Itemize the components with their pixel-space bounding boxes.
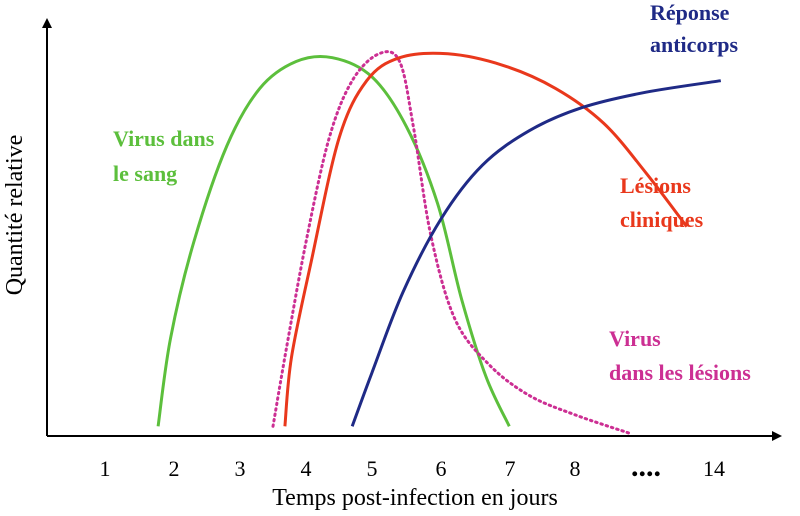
series-line-virus-sang bbox=[156, 54, 511, 427]
series-line-lesions-cliniques bbox=[283, 51, 688, 427]
series-label-lesions-cliniques-1: Lésions bbox=[620, 173, 691, 198]
x-tick-8: 8 bbox=[570, 456, 581, 481]
series-label-virus-lesions-1: Virus bbox=[609, 326, 661, 351]
series-label-virus-sang-1: Virus dans bbox=[113, 126, 215, 151]
x-tick-1: 1 bbox=[100, 456, 111, 481]
series-label-reponse-anticorps-1: Réponse bbox=[650, 0, 730, 25]
x-tick-2: 2 bbox=[169, 456, 180, 481]
x-tick-5: 5 bbox=[367, 456, 378, 481]
x-tick-7: 7 bbox=[505, 456, 516, 481]
x-tick-3: 3 bbox=[235, 456, 246, 481]
x-tick-6: 6 bbox=[436, 456, 447, 481]
y-axis-label: Quantité relative bbox=[2, 135, 28, 296]
x-tick-ellipsis: .... bbox=[631, 450, 661, 483]
x-tick-14: 14 bbox=[703, 456, 725, 481]
series-line-virus-lesions bbox=[271, 50, 634, 436]
series-label-virus-lesions-2: dans les lésions bbox=[609, 360, 751, 385]
x-axis-label: Temps post-infection en jours bbox=[272, 485, 558, 511]
series-line-reponse-anticorps bbox=[350, 79, 722, 427]
x-tick-4: 4 bbox=[301, 456, 312, 481]
series-label-virus-sang-2: le sang bbox=[113, 161, 177, 186]
series-label-reponse-anticorps-2: anticorps bbox=[650, 32, 738, 57]
series-label-lesions-cliniques-2: cliniques bbox=[620, 207, 704, 232]
